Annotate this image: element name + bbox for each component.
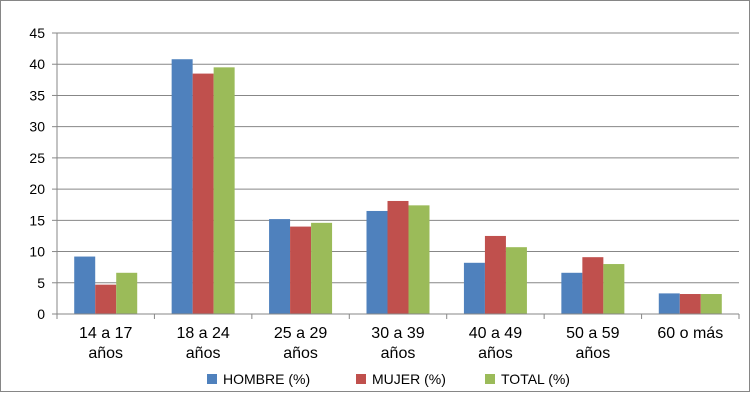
bar-mujer-4	[484, 235, 506, 314]
bar-mujer-6	[679, 294, 701, 314]
x-tick-label: 40 a 49	[469, 325, 522, 342]
x-tick-label: años	[186, 345, 221, 362]
bar-total-0	[116, 272, 138, 314]
legend-label: MUJER (%)	[372, 371, 446, 387]
bar-total-3	[408, 205, 430, 314]
x-tick-label: años	[88, 345, 123, 362]
bar-hombre-1	[171, 59, 193, 314]
x-tick-label: 25 a 29	[274, 325, 327, 342]
legend-label: HOMBRE (%)	[223, 371, 310, 387]
bar-total-1	[213, 67, 235, 314]
bar-mujer-5	[582, 257, 604, 314]
bar-total-6	[700, 294, 722, 314]
y-tick-label: 20	[29, 181, 45, 197]
x-tick-label: años	[283, 345, 318, 362]
x-tick-label: 60 o más	[657, 325, 723, 342]
x-tick-label: 18 a 24	[176, 325, 229, 342]
bar-mujer-0	[95, 284, 117, 314]
x-tick-labels: 14 a 17 años 18 a 24 años 25 a 29 años 30 a 39…	[79, 325, 723, 362]
x-tick-label: años	[381, 345, 416, 362]
x-tick-label: 30 a 39	[371, 325, 424, 342]
axes	[52, 32, 740, 319]
bar-hombre-5	[561, 272, 583, 314]
gridlines	[57, 32, 739, 284]
y-tick-label: 30	[29, 119, 45, 135]
x-tick-label: años	[478, 345, 513, 362]
y-tick-label: 0	[37, 306, 45, 322]
bar-hombre-4	[463, 262, 485, 314]
bar-total-5	[603, 264, 625, 314]
legend-swatch	[207, 374, 217, 384]
bar-total-2	[311, 222, 333, 314]
x-tick-label: 50 a 59	[566, 325, 619, 342]
bar-hombre-6	[658, 293, 680, 314]
y-tick-label: 25	[29, 150, 45, 166]
bar-hombre-0	[74, 256, 96, 314]
legend: HOMBRE (%) MUJER (%) TOTAL (%)	[207, 371, 570, 387]
y-tick-label: 35	[29, 87, 45, 103]
x-tick-label: 14 a 17	[79, 325, 132, 342]
bars	[74, 59, 722, 314]
bar-total-4	[505, 247, 527, 314]
y-tick-labels: 0 5 10 15 20 25 30 35 40 45	[29, 25, 45, 322]
bar-hombre-2	[269, 219, 291, 314]
bar-hombre-3	[366, 210, 388, 314]
y-tick-label: 45	[29, 25, 45, 41]
x-tick-label: años	[576, 345, 611, 362]
y-tick-label: 15	[29, 212, 45, 228]
y-tick-label: 40	[29, 56, 45, 72]
legend-swatch	[485, 374, 495, 384]
legend-label: TOTAL (%)	[501, 371, 570, 387]
bar-mujer-2	[290, 226, 312, 314]
y-tick-label: 5	[37, 275, 45, 291]
legend-swatch	[356, 374, 366, 384]
bar-mujer-3	[387, 200, 409, 314]
bar-mujer-1	[192, 73, 214, 314]
y-tick-label: 10	[29, 244, 45, 260]
